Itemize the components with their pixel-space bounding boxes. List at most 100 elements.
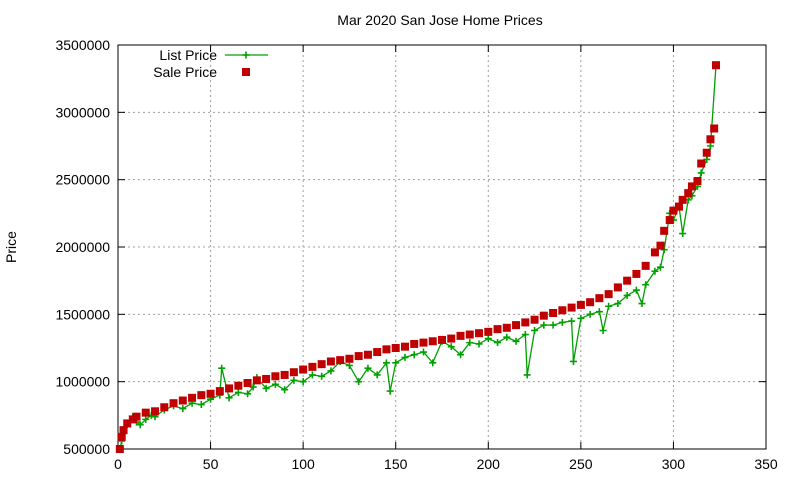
sale-price-point [623,276,632,285]
sale-price-point [684,189,693,198]
list-price-point [234,388,242,396]
sale-price-point [558,306,567,315]
list-price-point [355,378,363,386]
list-price-point [262,384,270,392]
list-price-point [419,348,427,356]
list-price-point [299,378,307,386]
list-price-point [142,415,150,423]
sale-price-point [289,368,298,377]
sale-price-point [169,399,178,408]
list-price-point [632,286,640,294]
sale-price-point [706,135,715,144]
list-price-point [484,335,492,343]
sale-price-point [262,374,271,383]
x-tick-label: 50 [203,456,219,472]
list-price-point [706,142,714,150]
list-price-point [605,302,613,310]
list-price-point [401,353,409,361]
list-price-point [595,308,603,316]
list-price-point [429,359,437,367]
sale-price-point [438,335,446,344]
sale-price-point [197,391,206,400]
list-price-point [392,359,400,367]
sale-price-point [493,325,502,334]
sale-price-point [656,241,665,250]
sale-price-point [512,321,521,330]
sale-price-point [234,381,243,390]
sale-price-point [678,195,687,204]
list-price-point [642,281,650,289]
sale-price-point [465,330,474,339]
sale-price-point [665,216,674,225]
list-price-point [523,371,531,379]
sale-price-point [373,348,382,357]
list-price-point [697,169,705,177]
sale-price-point [243,379,252,388]
chart-title: Mar 2020 San Jose Home Prices [337,12,542,28]
sale-price-point [586,298,595,307]
sale-price-point [326,357,335,366]
list-price-point [623,291,631,299]
y-tick-label: 1500000 [55,306,110,322]
sale-price-point [567,303,576,312]
sale-price-point [280,370,289,379]
list-price-point [225,394,233,402]
x-tick-label: 0 [114,456,122,472]
sale-price-point [317,360,326,369]
sale-price-point [117,432,126,441]
list-price-point [281,386,289,394]
sale-price-point [702,148,711,157]
list-price-point [638,300,646,308]
sale-price-point [687,182,696,191]
list-price-point [475,340,483,348]
sale-price-point [299,365,308,374]
sale-price-point [119,426,128,435]
list-price-point [549,321,557,329]
sale-price-point [710,124,719,133]
sale-price-point [502,323,511,332]
sale-price-point [595,294,604,303]
sale-price-point [447,334,456,343]
list-price-point [569,357,577,365]
list-price-point [531,326,539,334]
list-price-point [614,300,622,308]
sale-price-point [354,352,363,361]
sale-price-point [549,308,558,317]
sale-price-point [115,445,124,453]
sale-price-point [178,396,187,405]
y-tick-label: 1000000 [55,374,110,390]
y-tick-label: 3500000 [55,37,110,53]
axes [117,44,767,450]
sale-price-point [521,318,530,327]
sale-price-point [576,300,585,309]
list-price-point [679,230,687,238]
list-price-point [703,155,711,163]
y-tick-label: 500000 [63,441,110,457]
sale-price-point [693,177,702,186]
list-price-point [466,339,474,347]
sale-price-point [252,376,261,385]
sale-price-point [712,61,721,70]
sale-price-point [391,344,400,352]
list-price-point [308,371,316,379]
list-price-point [521,331,529,339]
sale-price-point [484,327,493,336]
sale-price-point [188,393,197,402]
list-price-point [577,314,585,322]
list-price-point [386,387,394,395]
list-price-point [382,359,390,367]
sale-price-point [641,261,650,270]
list-price-point [410,351,418,359]
list-price-point [244,390,252,398]
x-tick-label: 100 [291,456,315,472]
sale-price-point [160,403,169,412]
sale-price-point [650,248,659,257]
list-price-point [290,376,298,384]
sale-price-point [132,412,141,421]
sale-price-point [669,206,678,215]
sale-price-point [206,389,215,398]
list-price-point [503,333,511,341]
sale-price-point [151,407,160,416]
sale-price-point [336,356,345,365]
sale-price-point [225,384,234,393]
